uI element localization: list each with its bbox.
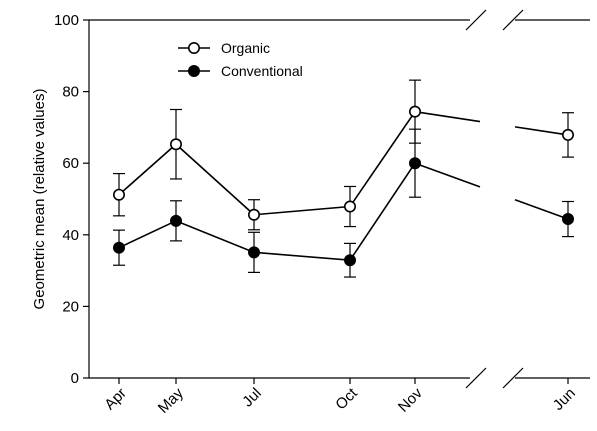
y-tick-label: 20	[62, 298, 79, 315]
y-tick-label: 80	[62, 84, 79, 101]
data-point	[561, 213, 574, 226]
axis-break-mark	[502, 367, 524, 389]
legend-organic-marker	[188, 41, 201, 54]
x-tick-label: May	[155, 384, 187, 416]
data-point	[408, 105, 421, 118]
data-point	[343, 200, 356, 213]
data-point	[113, 188, 126, 201]
series-line-from-break	[514, 126, 569, 136]
y-axis-title: Geometric mean (relative values)	[31, 89, 48, 310]
data-point	[561, 128, 574, 141]
series-organic	[113, 79, 574, 231]
data-point	[170, 138, 183, 151]
axis-break-mark	[465, 367, 487, 389]
y-tick-label: 100	[54, 12, 79, 29]
axes: 0 20 40 60 80 100 Apr May Jul Oct Nov Jun	[54, 9, 590, 417]
series-line-from-break	[514, 198, 569, 220]
y-tick-label: 0	[71, 370, 79, 387]
legend-organic-label: Organic	[221, 40, 270, 56]
data-point	[170, 214, 183, 227]
x-tick-label: Jul	[239, 385, 265, 411]
x-tick-label: Oct	[332, 384, 361, 413]
series-line	[118, 111, 416, 216]
x-tick-label: Jun	[550, 385, 579, 414]
x-tick-label: Nov	[395, 384, 426, 415]
axis-break-mark	[465, 9, 487, 31]
series-layer	[113, 79, 574, 278]
y-tick-label: 60	[62, 155, 79, 172]
legend-conventional-label: Conventional	[221, 63, 303, 79]
y-tick-label: 40	[62, 227, 79, 244]
series-line-to-break	[414, 110, 481, 123]
x-tick-label: Apr	[101, 385, 130, 414]
data-point	[343, 254, 356, 267]
data-point	[248, 246, 261, 259]
legend: Organic Conventional	[178, 40, 303, 79]
series-line-to-break	[414, 162, 481, 188]
series-conventional	[113, 128, 574, 278]
data-point	[113, 241, 126, 254]
data-point	[248, 208, 261, 221]
data-point	[408, 157, 421, 170]
legend-conventional-marker	[188, 65, 201, 78]
axis-break-mark	[502, 9, 524, 31]
